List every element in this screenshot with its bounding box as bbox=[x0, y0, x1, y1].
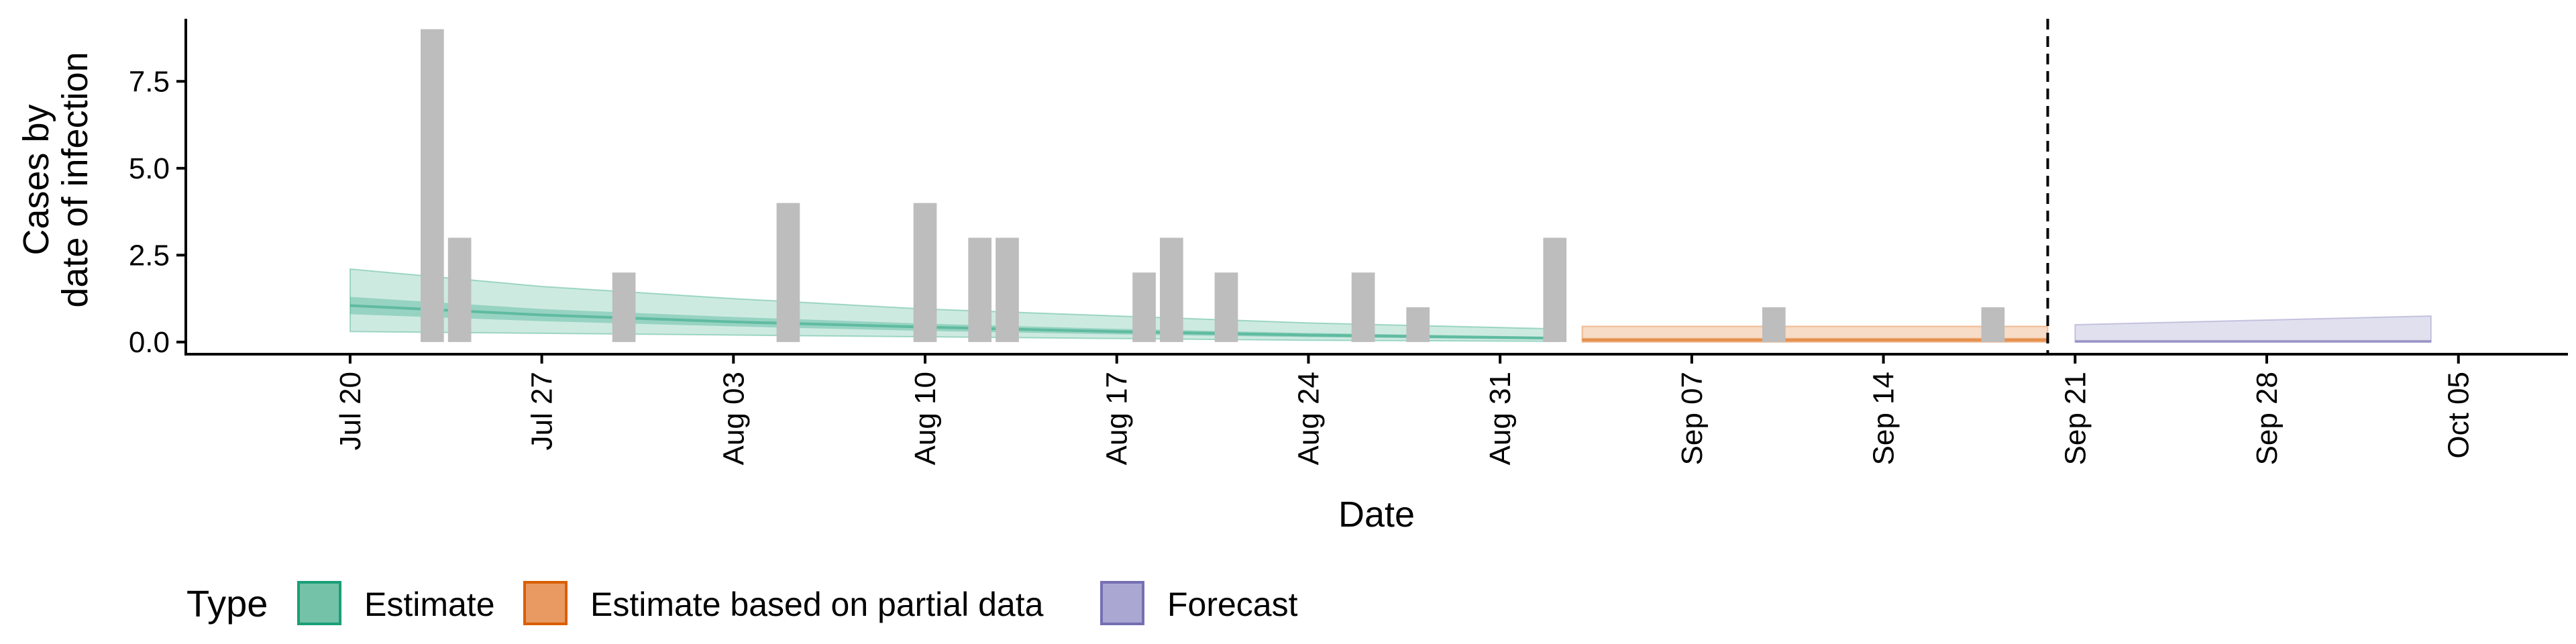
legend: Type Estimate Estimate based on partial da… bbox=[186, 581, 1298, 625]
legend-label-0: Estimate bbox=[364, 586, 495, 623]
bar-3 bbox=[776, 203, 800, 342]
y-axis-ticks: 0.0 2.5 5.0 7.5 bbox=[129, 65, 186, 359]
bar-12 bbox=[1543, 237, 1567, 342]
legend-label-2: Forecast bbox=[1167, 586, 1298, 623]
bar-4 bbox=[913, 203, 937, 342]
x-tick-label-7: Sep 07 bbox=[1676, 372, 1709, 465]
x-axis-ticks: Jul 20 Jul 27 Aug 03 Aug 10 Aug 17 Aug 24 Aug … bbox=[334, 354, 2475, 465]
ribbon-layer bbox=[349, 268, 2432, 343]
bar-1 bbox=[447, 237, 472, 342]
bar-14 bbox=[1981, 307, 2005, 342]
bar-8 bbox=[1160, 237, 1183, 342]
y-tick-label-2: 5.0 bbox=[129, 152, 170, 185]
bar-2 bbox=[612, 272, 636, 342]
series-2-outer-ribbon bbox=[2074, 315, 2432, 343]
bar-13 bbox=[1762, 307, 1786, 342]
bar-5 bbox=[968, 237, 992, 342]
x-tick-label-5: Aug 24 bbox=[1292, 372, 1325, 465]
x-tick-label-0: Jul 20 bbox=[334, 372, 367, 450]
y-tick-label-1: 2.5 bbox=[129, 239, 170, 272]
x-tick-label-6: Aug 31 bbox=[1484, 372, 1517, 465]
axes bbox=[184, 19, 2568, 356]
x-tick-label-2: Aug 03 bbox=[717, 372, 750, 465]
bar-9 bbox=[1214, 272, 1238, 342]
x-tick-label-4: Aug 17 bbox=[1101, 372, 1134, 465]
x-axis-title: Date bbox=[1338, 494, 1415, 535]
series-1-inner-ribbon bbox=[1582, 337, 2048, 341]
legend-key-0 bbox=[297, 581, 341, 625]
bar-7 bbox=[1132, 272, 1156, 342]
x-tick-label-1: Jul 27 bbox=[526, 372, 559, 450]
x-tick-label-11: Oct 05 bbox=[2443, 372, 2475, 459]
y-axis-title-line-1: date of infection bbox=[55, 52, 95, 307]
y-tick-label-3: 7.5 bbox=[129, 65, 170, 98]
series-0-inner-ribbon bbox=[350, 297, 1555, 340]
legend-title: Type bbox=[186, 582, 268, 625]
bar-11 bbox=[1406, 307, 1430, 342]
legend-key-2 bbox=[1100, 581, 1144, 625]
y-axis-title-line-0: Cases by bbox=[16, 104, 56, 255]
bar-0 bbox=[420, 29, 444, 342]
x-tick-label-10: Sep 28 bbox=[2251, 372, 2284, 465]
x-tick-label-8: Sep 14 bbox=[1868, 372, 1900, 465]
bar-10 bbox=[1351, 272, 1375, 342]
bar-6 bbox=[996, 237, 1019, 342]
bar-layer bbox=[420, 29, 2005, 342]
legend-label-1: Estimate based on partial data bbox=[590, 586, 1044, 623]
x-tick-label-9: Sep 21 bbox=[2059, 372, 2092, 465]
y-tick-label-0: 0.0 bbox=[129, 326, 170, 359]
x-tick-label-3: Aug 10 bbox=[909, 372, 942, 465]
series-2-inner-ribbon bbox=[2075, 340, 2431, 342]
legend-key-1 bbox=[523, 581, 568, 625]
